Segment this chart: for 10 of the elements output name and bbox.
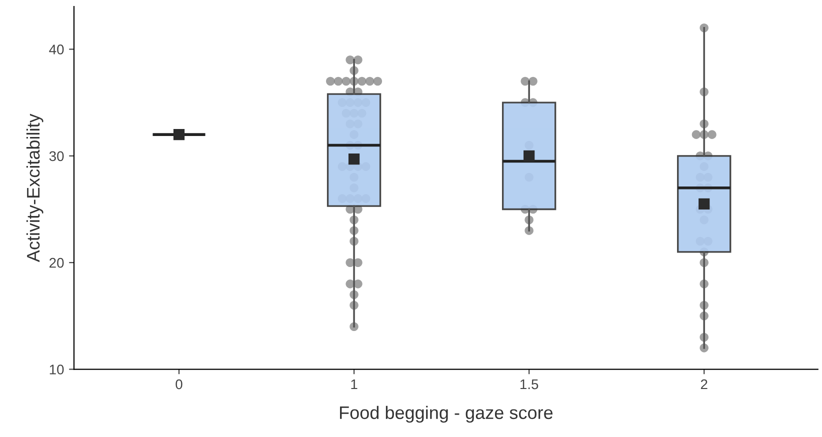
y-tick-label: 10 bbox=[50, 364, 64, 374]
y-axis-title: Activity-Excitability bbox=[26, 114, 44, 262]
y-tick-label: 30 bbox=[49, 151, 64, 162]
x-tick-label: 2 bbox=[700, 379, 708, 390]
y-tick-label: 20 bbox=[50, 258, 64, 268]
x-tick-label: 0 bbox=[176, 379, 182, 390]
x-tick-label: 1 bbox=[351, 379, 358, 390]
x-axis-title: Food begging - gaze score bbox=[340, 406, 553, 423]
x-tick-label: 1.5 bbox=[520, 379, 538, 390]
y-tick-label: 40 bbox=[49, 44, 64, 54]
